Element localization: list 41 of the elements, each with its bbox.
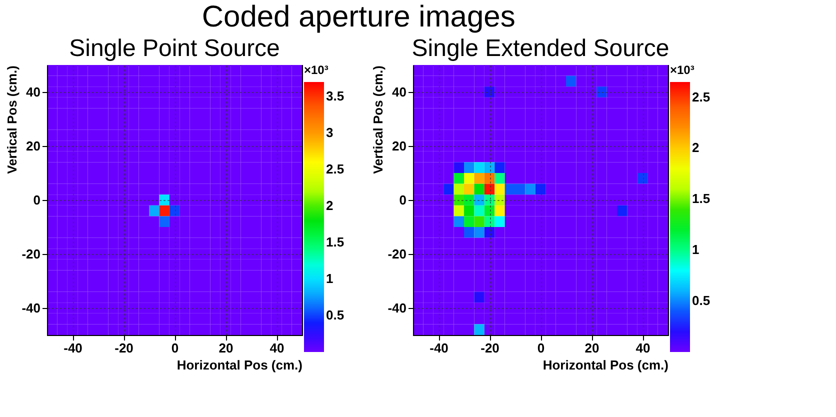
x-tick-label: 20 bbox=[584, 340, 600, 356]
y-tick-label: 0 bbox=[399, 192, 406, 208]
color-bar-title: ×10³ bbox=[670, 63, 694, 77]
y-axis-title: Vertical Pos (cm.) bbox=[4, 66, 20, 174]
y-axis-title: Vertical Pos (cm.) bbox=[370, 66, 386, 174]
color-bar-title: ×10³ bbox=[304, 63, 328, 77]
y-tick-label: 20 bbox=[26, 138, 40, 154]
color-bar-label: 1.5 bbox=[692, 191, 710, 206]
color-bar-label: 2.5 bbox=[326, 162, 344, 177]
color-bar-label: 2 bbox=[692, 140, 700, 156]
chart-title: Single Extended Source bbox=[412, 35, 670, 62]
color-bar-label: 1 bbox=[692, 242, 700, 258]
x-axis-title: Horizontal Pos (cm.) bbox=[176, 358, 302, 372]
y-tick-label: -40 bbox=[388, 300, 406, 316]
color-bar-label: 0.5 bbox=[326, 308, 344, 323]
text: Coded aperture images bbox=[202, 0, 516, 34]
x-tick-label: 20 bbox=[218, 340, 234, 356]
y-tick-label: 0 bbox=[33, 192, 40, 208]
y-tick-label: -40 bbox=[22, 300, 40, 316]
x-tick-label: -40 bbox=[430, 340, 448, 356]
color-bar-label: 0.5 bbox=[692, 293, 710, 308]
x-tick-label: -20 bbox=[480, 340, 500, 356]
y-tick-label: 40 bbox=[392, 84, 406, 100]
x-tick-label: 40 bbox=[636, 340, 650, 356]
x-axis-title: Horizontal Pos (cm.) bbox=[542, 358, 668, 372]
x-tick-label: -20 bbox=[114, 340, 134, 356]
chart-title: Single Point Source bbox=[69, 35, 280, 62]
color-bar-label: 3.5 bbox=[326, 88, 344, 104]
y-tick-label: -20 bbox=[388, 246, 406, 262]
color-bar-label: 2.5 bbox=[692, 89, 710, 104]
color-bar-label: 1 bbox=[326, 271, 334, 286]
color-bar-label: 3 bbox=[326, 125, 334, 140]
color-bar-label: 2 bbox=[326, 198, 334, 214]
x-tick-label: 40 bbox=[270, 340, 284, 356]
y-tick-label: 20 bbox=[392, 138, 406, 154]
y-tick-label: -20 bbox=[22, 246, 40, 262]
x-tick-label: 0 bbox=[171, 340, 179, 356]
x-tick-label: -40 bbox=[64, 340, 82, 356]
color-bar-label: 1.5 bbox=[326, 234, 344, 250]
y-tick-label: 40 bbox=[26, 84, 40, 100]
x-tick-label: 0 bbox=[537, 340, 545, 356]
